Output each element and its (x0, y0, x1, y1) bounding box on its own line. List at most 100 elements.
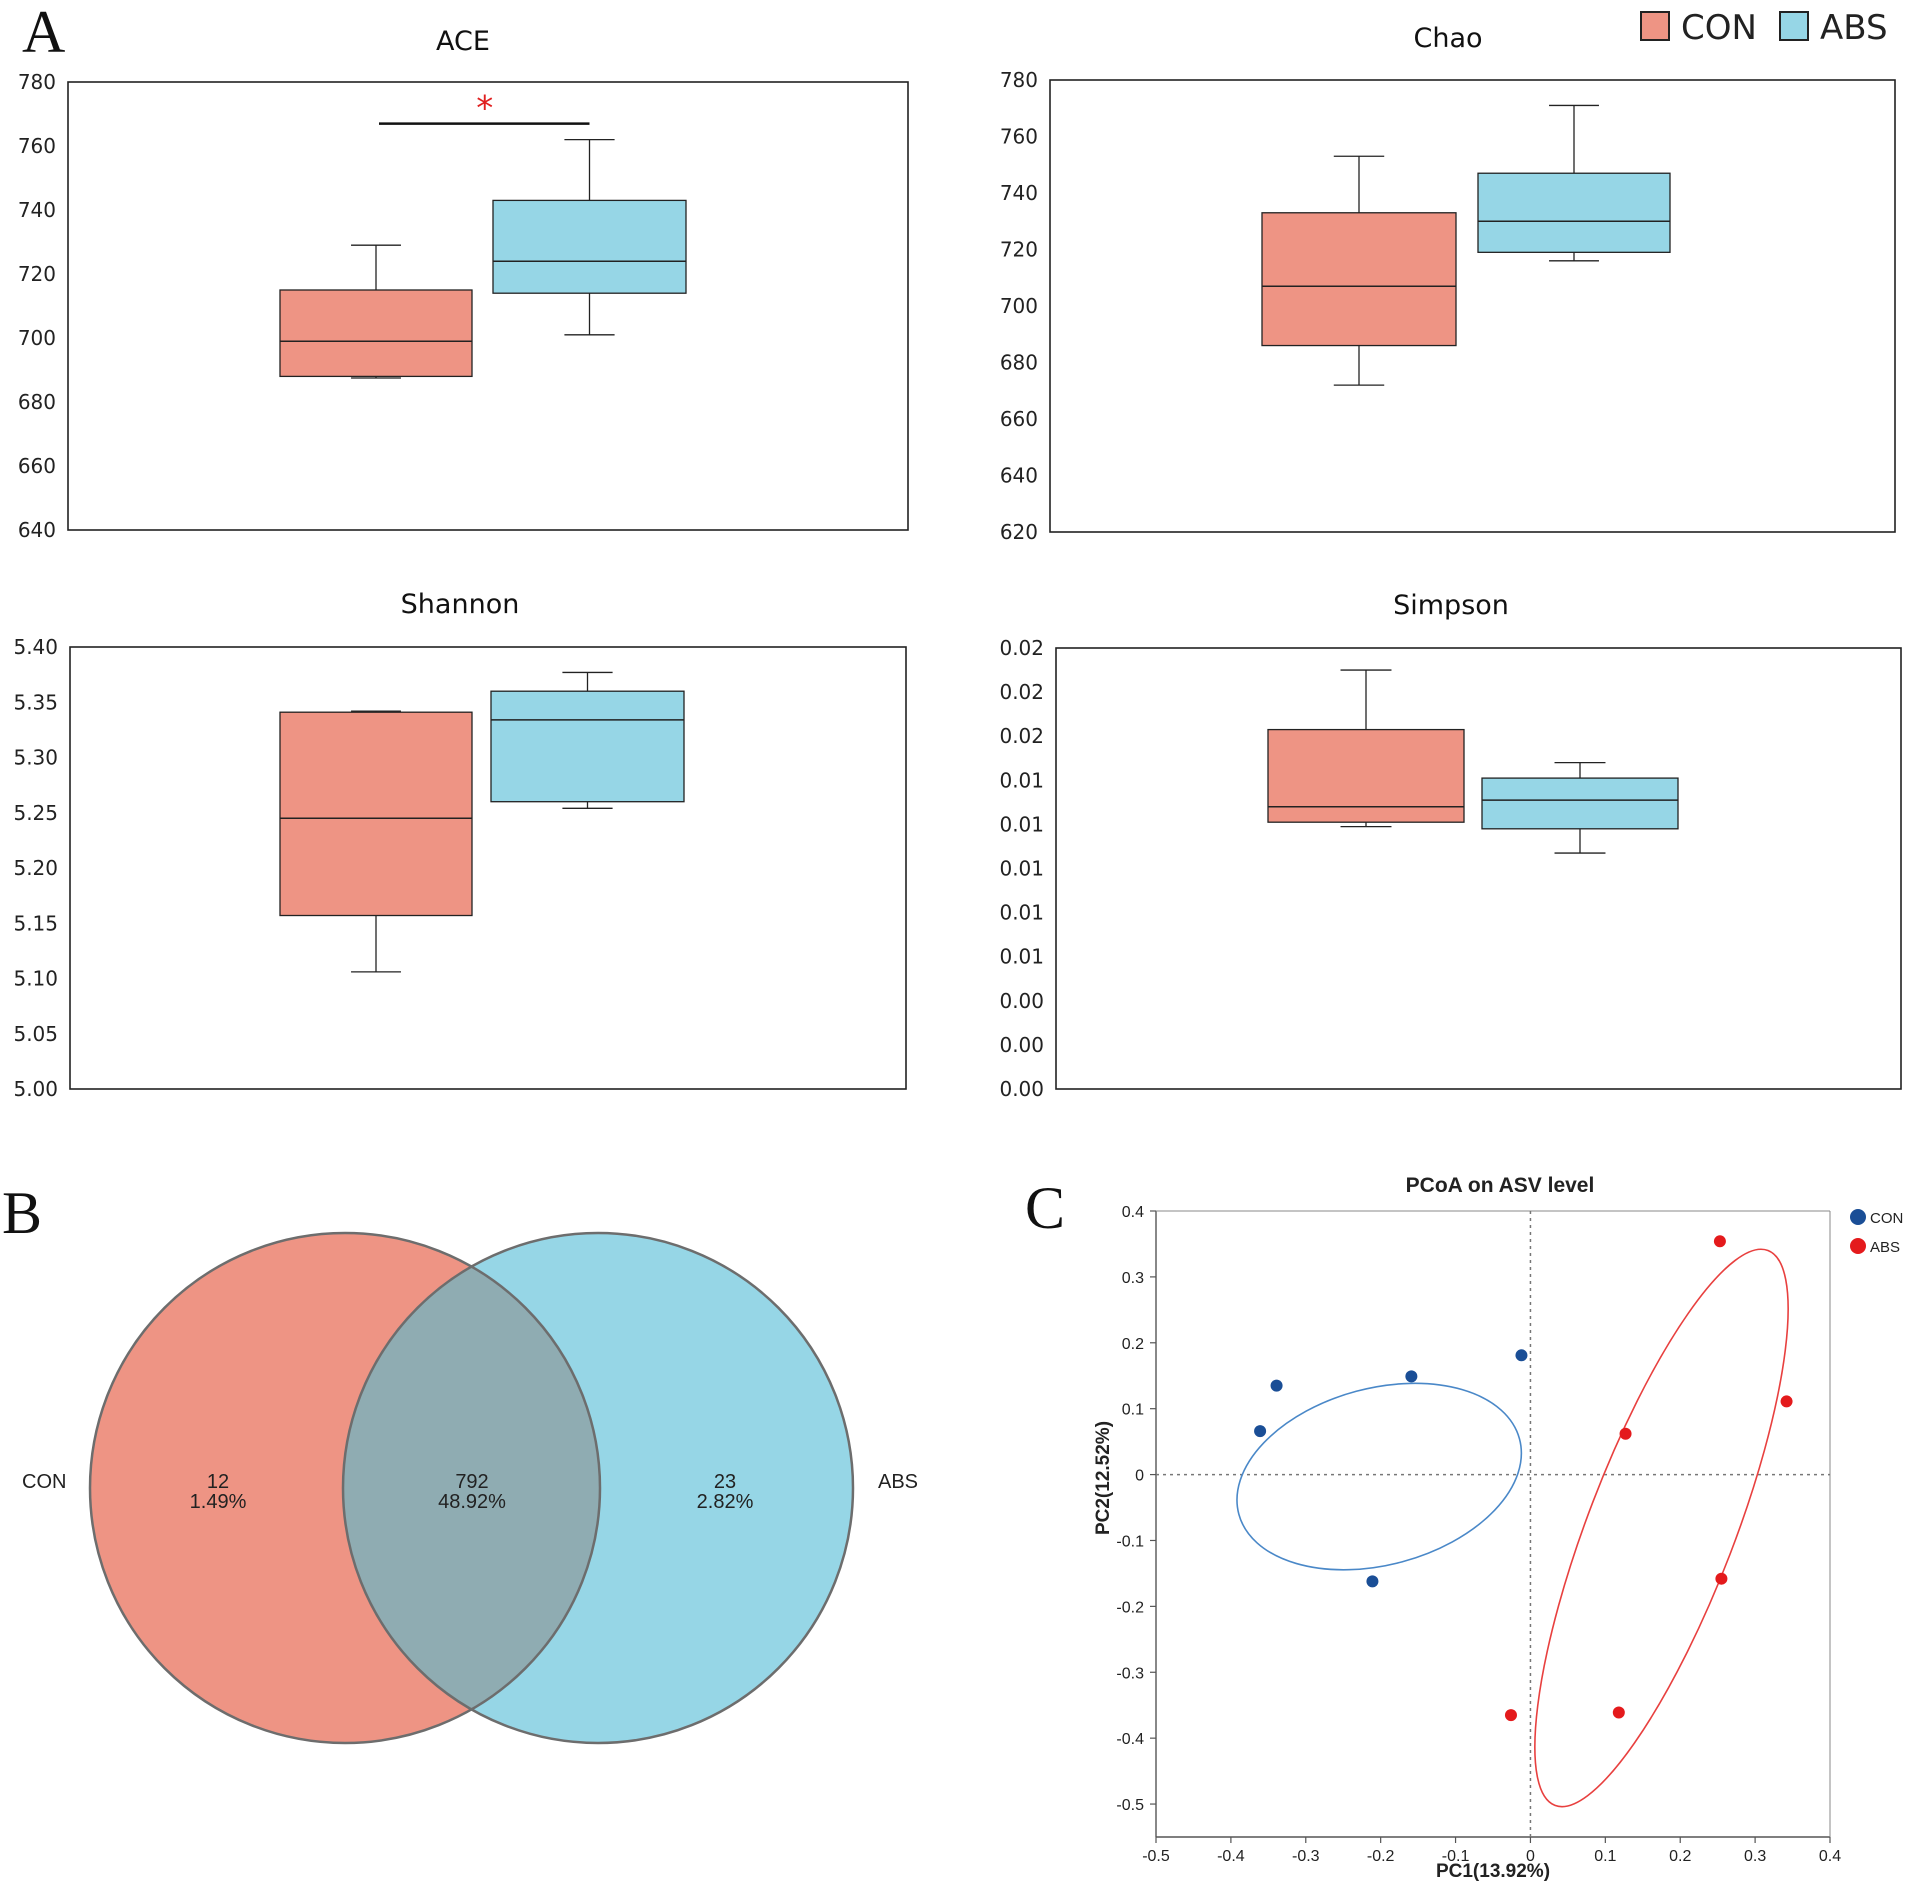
pcoa-y-tick-label: 0.4 (1122, 1204, 1144, 1221)
pcoa-x-tick-label: -0.4 (1217, 1848, 1245, 1865)
pcoa-point-con (1366, 1575, 1379, 1588)
venn-percent-shared: 48.92% (438, 1491, 506, 1513)
pcoa-x-tick-label: 0.1 (1594, 1848, 1616, 1865)
group-legend: CON ABS (1640, 8, 1888, 48)
simpson-con-box (1267, 728, 1465, 823)
simpson-y-tick-label: 0.00 (999, 989, 1044, 1013)
shannon-y-tick-label: 5.15 (13, 911, 58, 935)
pcoa-point-abs (1715, 1572, 1728, 1585)
ace-y-tick-label: 740 (18, 198, 56, 222)
shannon-con-box (279, 711, 473, 917)
pcoa-point-con (1405, 1370, 1418, 1383)
shannon-y-tick-label: 5.10 (13, 967, 58, 991)
simpson-y-tick-label: 0.01 (999, 901, 1044, 925)
pcoa-y-tick-label: -0.1 (1116, 1533, 1144, 1550)
venn-count-abs-only: 23 (714, 1471, 736, 1493)
simpson-title: Simpson (1393, 590, 1509, 621)
legend-swatch-con (1640, 11, 1670, 41)
pcoa-point-abs (1504, 1709, 1517, 1722)
pcoa-x-tick-label: 0.4 (1819, 1848, 1841, 1865)
venn-diagram: CON ABS 12 1.49% 792 48.92% 23 2.82% (22, 1231, 918, 1745)
shannon-y-tick-label: 5.20 (13, 856, 58, 880)
pcoa-y-tick-label: 0 (1135, 1468, 1144, 1485)
ace-title: ACE (436, 26, 490, 57)
venn-count-con-only: 12 (207, 1471, 229, 1493)
pcoa-legend-label-con: CON (1870, 1210, 1903, 1227)
pcoa-point-abs (1780, 1395, 1793, 1408)
venn-percent-abs-only: 2.82% (697, 1491, 754, 1513)
simpson-y-tick-label: 0.02 (999, 680, 1044, 704)
simpson-boxplot: Simpson 0.00 0.00 0.00 0.01 0.01 0.01 0.01 0.01 0… (999, 590, 1902, 1101)
simpson-plot-frame (1055, 647, 1902, 1090)
chao-y-tick-label: 660 (1000, 407, 1038, 431)
shannon-abs-box (490, 690, 685, 803)
venn-set-label-abs: ABS (878, 1471, 918, 1493)
pcoa-y-tick-label: -0.4 (1116, 1731, 1144, 1748)
pcoa-y-tick-label: 0.1 (1122, 1402, 1144, 1419)
ace-plot-frame (67, 81, 909, 531)
ace-y-tick-label: 680 (18, 390, 56, 414)
pcoa-y-tick-label: 0.2 (1122, 1336, 1144, 1353)
simpson-y-tick-label: 0.02 (999, 636, 1044, 660)
ace-y-tick-label: 640 (18, 518, 56, 542)
pcoa-x-tick-label: 0.3 (1744, 1848, 1766, 1865)
pcoa-point-abs (1713, 1235, 1726, 1248)
shannon-boxplot: Shannon 5.00 5.05 5.10 5.15 5.20 5.25 5.30 5.35 5… (13, 589, 907, 1101)
venn-overlap (343, 1233, 600, 1743)
pcoa-point-con (1515, 1349, 1528, 1362)
shannon-y-tick-label: 5.00 (13, 1077, 58, 1101)
ace-y-tick-label: 720 (18, 262, 56, 286)
pcoa-y-tick-label: -0.2 (1116, 1599, 1144, 1616)
chao-title: Chao (1413, 23, 1482, 54)
pcoa-ellipse-abs (1534, 1248, 1789, 1808)
simpson-y-tick-label: 0.00 (999, 1033, 1044, 1057)
ace-y-tick-label: 780 (18, 70, 56, 94)
simpson-y-tick-label: 0.02 (999, 724, 1044, 748)
legend-swatch-abs (1779, 11, 1809, 41)
pcoa-point-con (1254, 1425, 1267, 1438)
shannon-plot-frame (69, 646, 907, 1090)
pcoa-x-tick-label: 0.2 (1669, 1848, 1691, 1865)
pcoa-ellipse-con (1236, 1382, 1523, 1571)
shannon-y-tick-label: 5.25 (13, 801, 58, 825)
pcoa-y-tick-label: -0.3 (1116, 1665, 1144, 1682)
pcoa-y-label: PC2(12.52%) (1093, 1421, 1114, 1535)
chao-y-tick-label: 680 (1000, 351, 1038, 375)
venn-count-shared: 792 (455, 1471, 488, 1493)
simpson-y-tick-label: 0.01 (999, 857, 1044, 881)
shannon-y-tick-label: 5.30 (13, 746, 58, 770)
venn-outline-con (88, 1231, 602, 1745)
pcoa-legend-label-abs: ABS (1870, 1239, 1900, 1256)
legend-label-con: CON (1681, 8, 1757, 48)
pcoa-point-abs (1612, 1706, 1625, 1719)
chao-abs-box (1477, 172, 1671, 253)
pcoa-title: PCoA on ASV level (1406, 1174, 1595, 1197)
pcoa-x-tick-label: -0.3 (1292, 1848, 1320, 1865)
chao-y-tick-label: 640 (1000, 464, 1038, 488)
pcoa-x-tick-label: -0.5 (1142, 1848, 1170, 1865)
pcoa-x-label: PC1(13.92%) (1436, 1861, 1550, 1882)
venn-percent-con-only: 1.49% (190, 1491, 247, 1513)
ace-y-tick-label: 760 (18, 134, 56, 158)
venn-set-label-con: CON (22, 1471, 66, 1493)
ace-con-box (279, 289, 473, 378)
simpson-y-tick-label: 0.00 (999, 1077, 1044, 1101)
pcoa-y-tick-label: -0.5 (1116, 1797, 1144, 1814)
pcoa-legend-dot-con (1850, 1209, 1866, 1225)
chao-boxplot: Chao 620 640 660 680 700 720 740 760 780 (1000, 23, 1896, 544)
ace-significance-marker: * (476, 89, 493, 129)
chao-y-tick-label: 720 (1000, 238, 1038, 262)
shannon-y-tick-label: 5.05 (13, 1022, 58, 1046)
pcoa-point-abs (1619, 1427, 1632, 1440)
chao-y-tick-label: 740 (1000, 181, 1038, 205)
venn-outline-abs (341, 1231, 855, 1745)
pcoa-point-con (1270, 1379, 1283, 1392)
simpson-abs-box (1481, 777, 1679, 830)
shannon-title: Shannon (401, 589, 520, 620)
pcoa-legend: CON ABS (1850, 1209, 1903, 1256)
pcoa-legend-dot-abs (1850, 1238, 1866, 1254)
shannon-y-tick-label: 5.40 (13, 635, 58, 659)
panel-label-b: B (2, 1180, 42, 1246)
simpson-y-tick-label: 0.01 (999, 945, 1044, 969)
